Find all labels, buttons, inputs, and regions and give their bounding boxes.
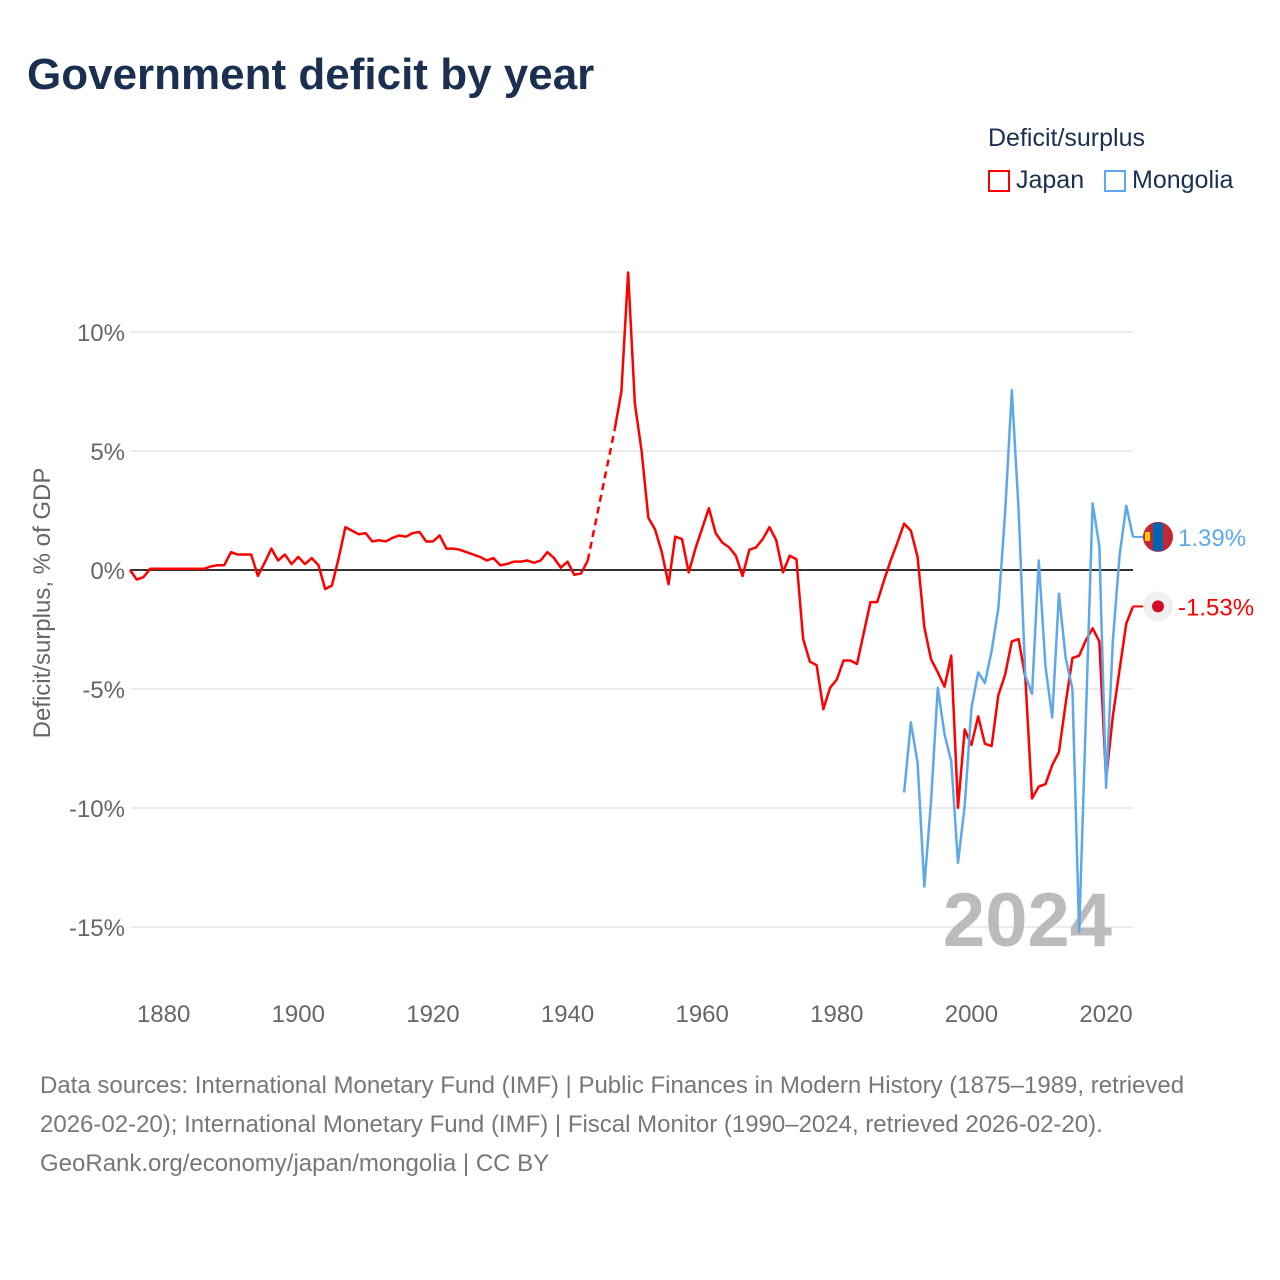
credit-link[interactable]: GeoRank.org/economy/japan/mongolia | CC … [40, 1150, 550, 1177]
series-line-japan [613, 271, 1135, 810]
y-axis-label: Deficit/surplus, % of GDP [29, 468, 56, 739]
mongolia-flag-stripe [1153, 522, 1163, 551]
y-tick-label: 5% [90, 439, 125, 466]
end-value-label-japan: -1.53% [1178, 594, 1254, 621]
legend-item-mongolia[interactable]: Mongolia [1104, 166, 1233, 195]
y-tick-label: 10% [77, 320, 125, 347]
footer: Data sources: International Monetary Fun… [40, 1066, 1240, 1183]
data-sources: Data sources: International Monetary Fun… [40, 1072, 1185, 1138]
x-tick-label: 1920 [406, 1001, 459, 1028]
x-tick-label: 1960 [675, 1001, 728, 1028]
series-line-mongolia [902, 389, 1135, 934]
series-gap-japan [586, 429, 616, 561]
x-tick-label: 2020 [1079, 1001, 1132, 1028]
chart-title: Government deficit by year [27, 50, 595, 99]
y-tick-label: -15% [69, 915, 125, 942]
japan-flag-disc [1152, 600, 1164, 613]
x-tick-label: 1940 [541, 1001, 594, 1028]
x-tick-label: 2000 [945, 1001, 998, 1028]
legend-title: Deficit/surplus [988, 124, 1145, 152]
y-tick-label: -5% [82, 677, 125, 704]
x-tick-label: 1980 [810, 1001, 863, 1028]
legend-swatch-japan [988, 169, 1010, 192]
legend-label: Japan [1016, 166, 1085, 194]
y-tick-label: -10% [69, 796, 125, 823]
y-tick-label: 0% [90, 558, 125, 585]
mongolia-soyombo-icon [1145, 531, 1150, 541]
legend-item-japan[interactable]: Japan [988, 166, 1084, 195]
x-tick-label: 1900 [272, 1001, 325, 1028]
end-value-label-mongolia: 1.39% [1178, 525, 1246, 552]
x-tick-label: 1880 [137, 1001, 190, 1028]
series-line-japan [128, 525, 589, 591]
legend-label: Mongolia [1132, 166, 1234, 194]
year-watermark: 2024 [943, 878, 1112, 963]
legend-swatch-mongolia [1104, 169, 1126, 192]
